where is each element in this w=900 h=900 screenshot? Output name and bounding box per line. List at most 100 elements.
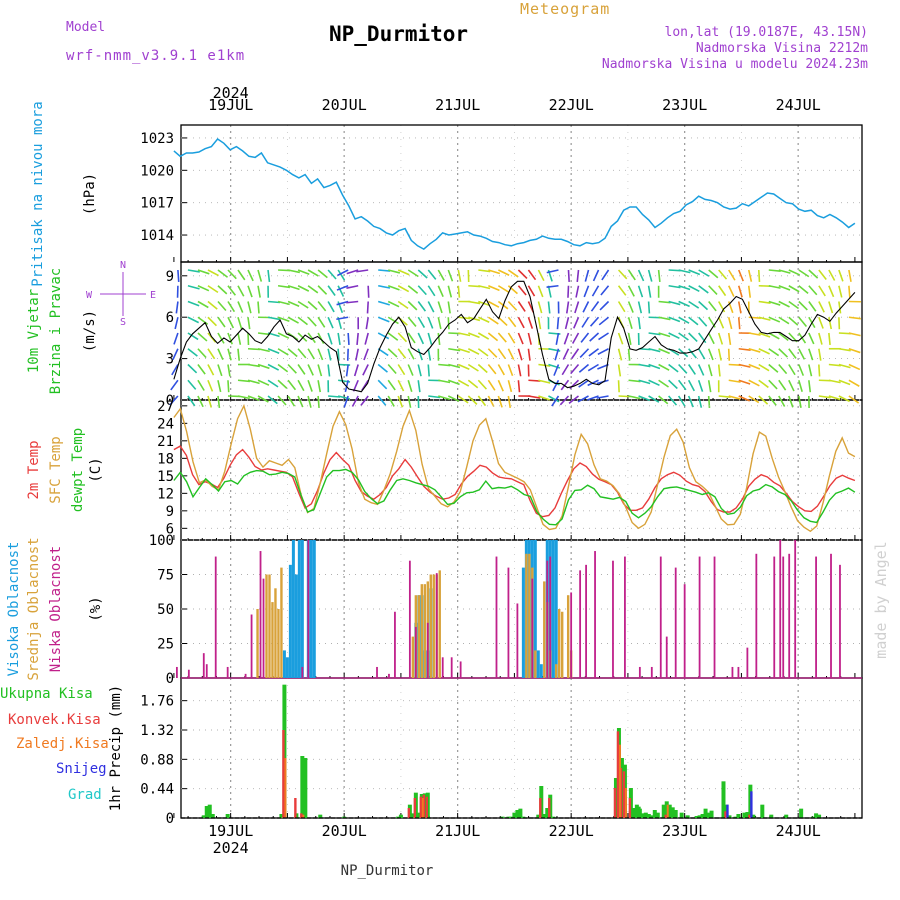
wind-barb bbox=[417, 269, 428, 279]
wind-barb bbox=[698, 316, 708, 327]
wind-barb bbox=[417, 332, 425, 345]
wind-barb bbox=[277, 332, 290, 339]
precip-bar bbox=[545, 808, 550, 818]
wind-barb bbox=[267, 363, 280, 371]
precip-bar bbox=[685, 815, 690, 818]
wind-barb bbox=[758, 395, 769, 405]
cloud-bar bbox=[312, 540, 316, 678]
cloud-bar bbox=[280, 567, 283, 678]
precip-bar bbox=[697, 815, 702, 818]
wind-barb bbox=[297, 364, 306, 375]
y-axis: 0 0.44 0.88 1.32 1.76 bbox=[140, 694, 862, 827]
wind-barb bbox=[477, 379, 488, 390]
wind-barb bbox=[227, 316, 235, 329]
cloud-bar bbox=[277, 609, 280, 678]
footer-station: NP_Durmitor bbox=[341, 863, 434, 879]
wind-barb bbox=[718, 301, 726, 313]
cloud-bar bbox=[773, 556, 776, 678]
cloud-bar bbox=[555, 664, 558, 678]
y-tick-label: 9 bbox=[166, 269, 174, 285]
wind-barb bbox=[727, 348, 731, 361]
wind-barb bbox=[648, 332, 661, 336]
y-tick-label: 0.88 bbox=[140, 752, 174, 768]
wind-barb bbox=[748, 395, 760, 404]
wind-barb bbox=[808, 364, 813, 377]
wind-barb bbox=[708, 269, 719, 279]
precip-bar bbox=[536, 814, 541, 818]
model-label: Model bbox=[66, 20, 106, 35]
wind-barb bbox=[778, 285, 791, 291]
wind-barb bbox=[197, 316, 209, 325]
wind-barb bbox=[808, 332, 815, 345]
wind-barb bbox=[808, 269, 819, 279]
wind-barb bbox=[387, 316, 399, 325]
wind-barb bbox=[537, 301, 543, 314]
precip-bar bbox=[655, 812, 660, 818]
wind-barb bbox=[848, 269, 852, 282]
precip-bar bbox=[425, 796, 428, 818]
wind-barb bbox=[589, 332, 600, 342]
wind-barb bbox=[658, 332, 671, 338]
y-tick-label: 100 bbox=[149, 533, 174, 549]
precip-bar bbox=[742, 812, 747, 818]
wind-barb bbox=[327, 269, 337, 280]
wind-barb bbox=[467, 379, 479, 389]
wind-barb bbox=[517, 332, 524, 345]
wind-barb bbox=[738, 363, 751, 368]
cloud-bar bbox=[288, 564, 292, 678]
wind-barb bbox=[407, 395, 412, 408]
precip-bar bbox=[421, 798, 424, 818]
wind-barb bbox=[637, 269, 645, 282]
wind-barb bbox=[627, 348, 631, 361]
precip-bar bbox=[727, 815, 732, 818]
wind-barb bbox=[517, 348, 523, 361]
precip-series-3 bbox=[726, 791, 753, 818]
wind-barb bbox=[387, 300, 400, 308]
wind-barb bbox=[668, 363, 679, 373]
wind-barb bbox=[738, 395, 751, 402]
wind-barb bbox=[707, 364, 713, 377]
wind-barb bbox=[197, 379, 205, 391]
cloud-bar bbox=[566, 595, 570, 678]
wind-barb bbox=[737, 285, 743, 298]
wind-barb bbox=[788, 379, 795, 392]
wind-barb bbox=[597, 348, 609, 356]
wind-barb bbox=[237, 269, 246, 281]
cloud-bar bbox=[205, 664, 208, 678]
wind-barb bbox=[838, 301, 842, 314]
wind-barb bbox=[169, 395, 179, 406]
cloud-bar bbox=[737, 666, 740, 678]
altitude-label: Nadmorska Visina 2212m bbox=[695, 41, 868, 56]
wind-barb bbox=[828, 395, 841, 401]
wind-barb bbox=[562, 348, 570, 360]
wind-barb bbox=[217, 316, 226, 328]
precip-bar bbox=[706, 812, 711, 818]
precip-bar bbox=[745, 812, 750, 818]
wind-barb bbox=[648, 347, 661, 353]
wind-barb bbox=[337, 348, 340, 361]
wind-barb bbox=[307, 332, 316, 344]
wind-barb bbox=[747, 269, 753, 282]
wind-barb bbox=[768, 284, 781, 289]
page-title: NP_Durmitor bbox=[329, 22, 469, 46]
wind-barb bbox=[207, 395, 213, 408]
wind-barb bbox=[697, 364, 705, 376]
cloud-bar bbox=[659, 556, 662, 678]
precip-bar bbox=[721, 781, 726, 818]
wind-barb bbox=[447, 269, 454, 282]
cloud-bar bbox=[698, 556, 701, 678]
wind-barb bbox=[362, 364, 369, 376]
cloud-bar bbox=[417, 595, 421, 678]
wind-barb bbox=[697, 348, 706, 360]
cloud-bar bbox=[274, 588, 277, 678]
wind-barb bbox=[580, 332, 590, 343]
precip-bar bbox=[551, 816, 556, 818]
wind-barb bbox=[277, 395, 287, 406]
wind-barb bbox=[648, 363, 661, 370]
bottom-day-label: 23JUL bbox=[662, 822, 707, 840]
wind-barb bbox=[828, 285, 835, 298]
cloud-bar bbox=[435, 573, 438, 678]
wind-barb bbox=[297, 285, 310, 292]
wind-barb bbox=[583, 285, 590, 298]
